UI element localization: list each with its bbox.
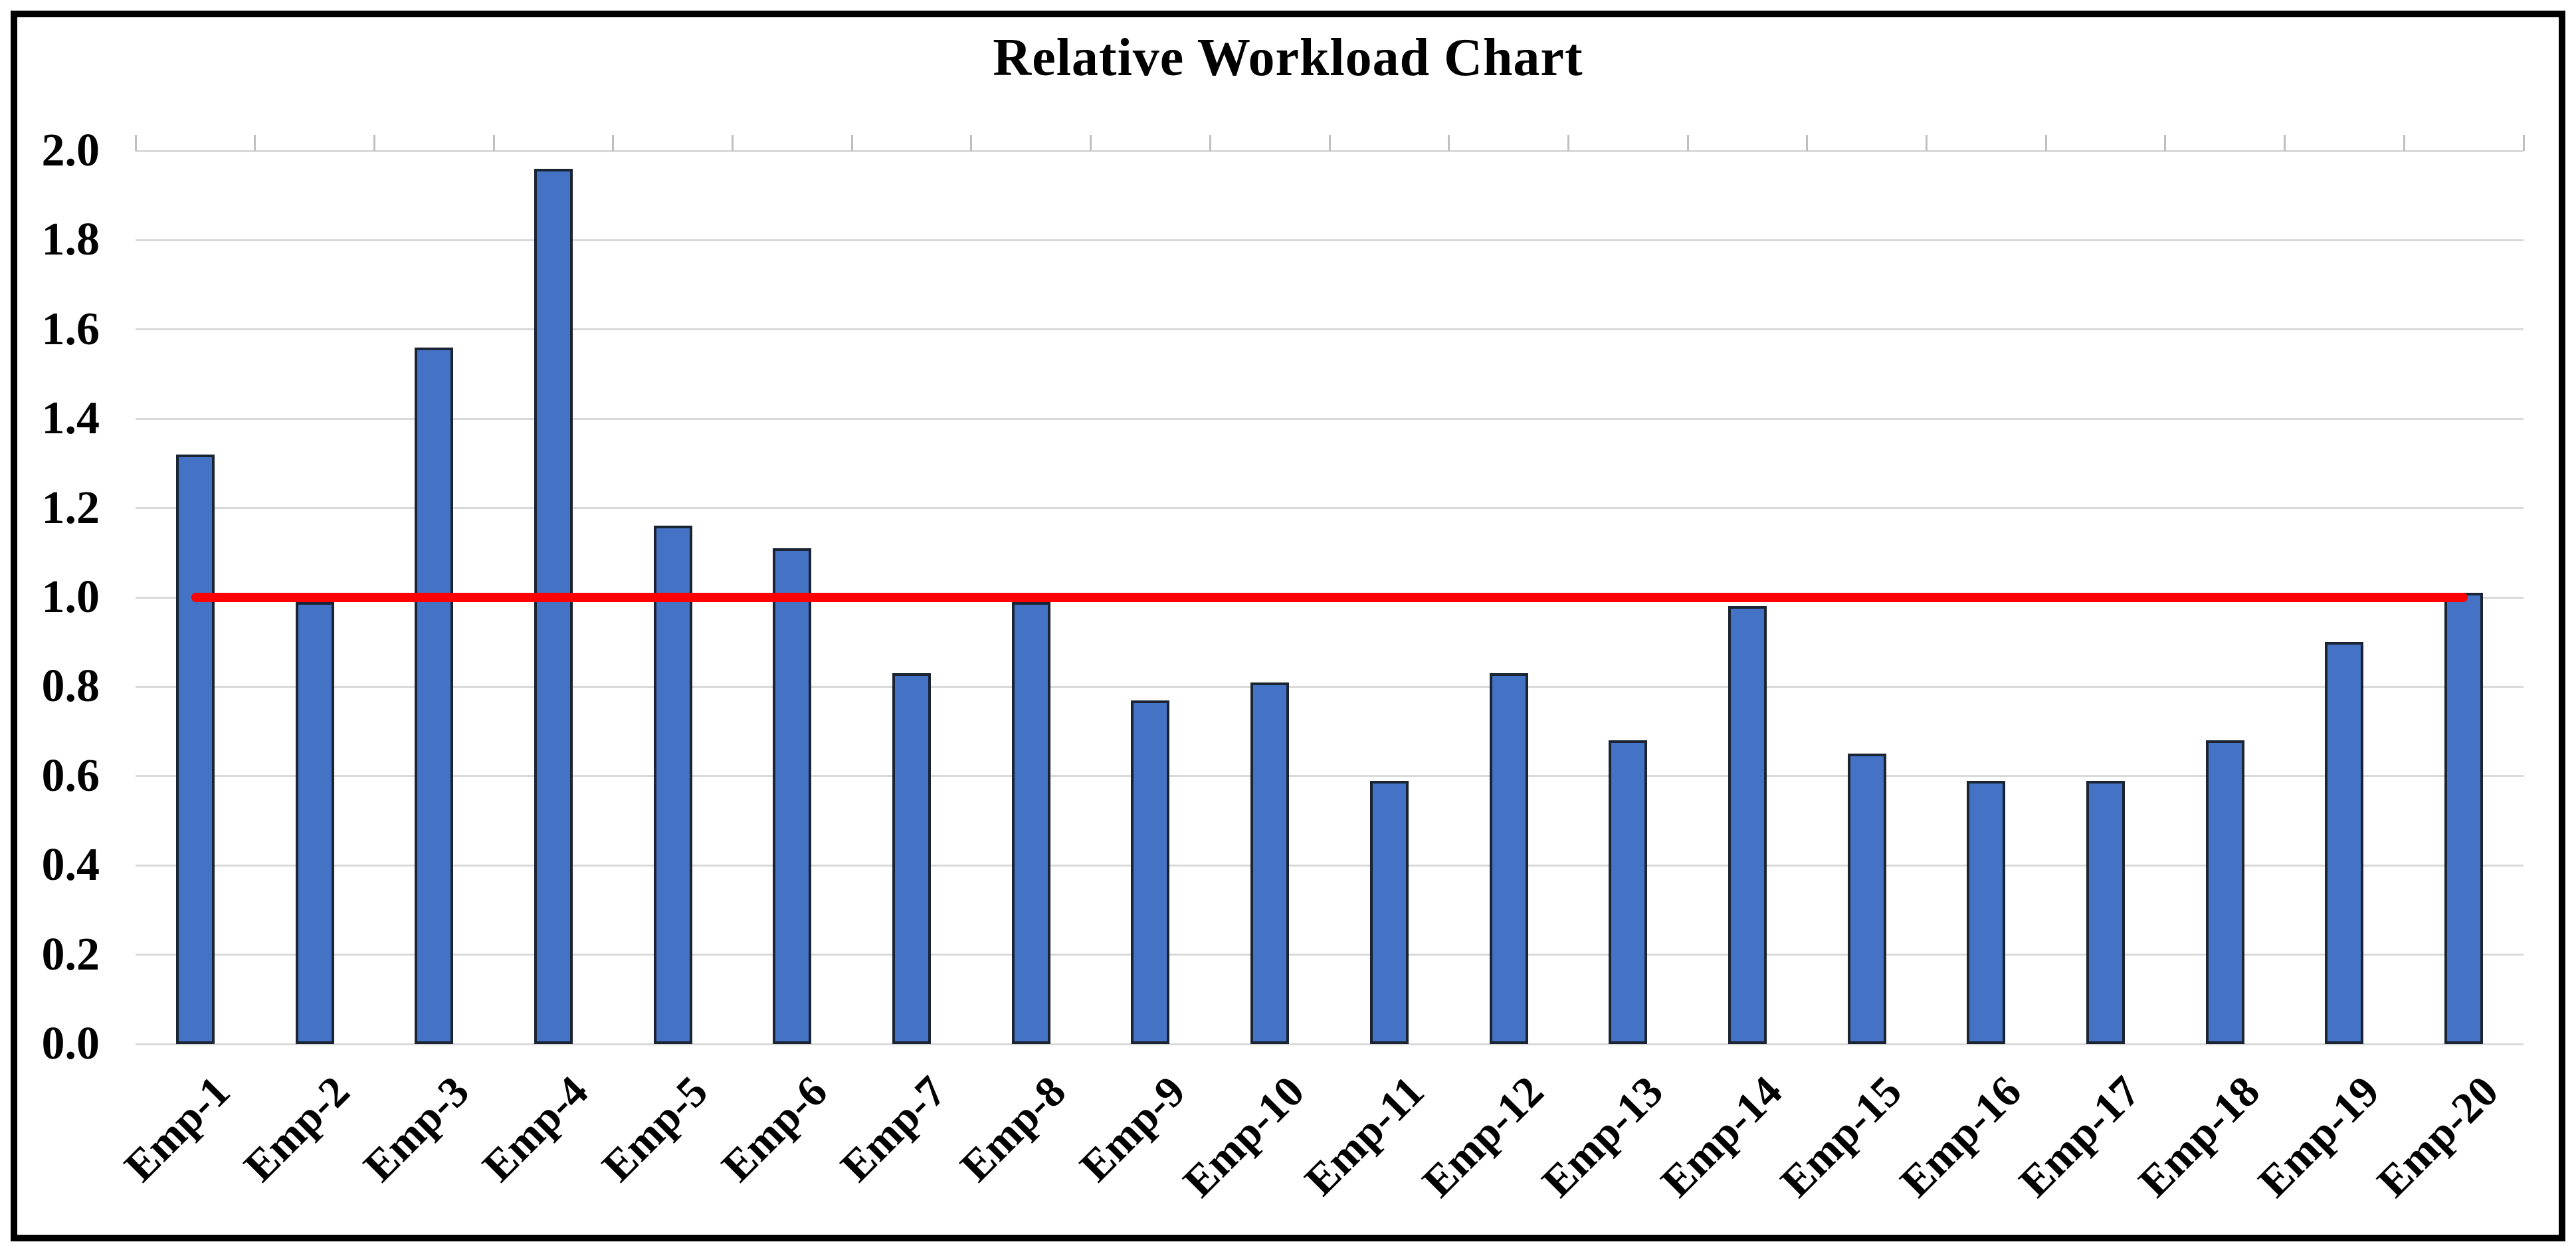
y-axis-label-0.8: 0.8 <box>41 661 100 712</box>
gridline-0.0 <box>136 1043 2524 1045</box>
y-axis-label-1.6: 1.6 <box>41 303 100 355</box>
y-axis-label-2.0: 2.0 <box>41 125 100 176</box>
top-axis-tick <box>2403 135 2405 151</box>
bar-emp-17 <box>2086 780 2126 1044</box>
bar-emp-11 <box>1369 780 1409 1044</box>
top-axis-tick <box>1567 135 1569 151</box>
bar-emp-8 <box>1011 601 1050 1044</box>
y-axis-label-0.2: 0.2 <box>41 928 100 980</box>
bar-emp-15 <box>1847 754 1886 1044</box>
y-axis-label-0.0: 0.0 <box>41 1018 100 1069</box>
top-axis-tick <box>2164 135 2167 151</box>
chart-border-frame <box>11 11 2565 1241</box>
y-axis-label-1.0: 1.0 <box>41 572 100 623</box>
bar-emp-4 <box>534 168 573 1044</box>
gridline-0.2 <box>136 954 2524 956</box>
bar-emp-18 <box>2205 740 2244 1044</box>
bar-emp-16 <box>1967 780 2006 1044</box>
bar-emp-13 <box>1609 740 1648 1044</box>
bar-emp-14 <box>1728 606 1767 1044</box>
top-axis-tick <box>373 135 375 151</box>
top-axis-tick <box>2522 135 2525 151</box>
y-axis-label-1.8: 1.8 <box>41 214 100 266</box>
bar-emp-19 <box>2325 642 2364 1044</box>
top-axis-tick <box>1806 135 1809 151</box>
top-axis-tick <box>134 135 137 151</box>
bar-emp-2 <box>295 601 334 1044</box>
gridline-2.0 <box>136 150 2524 152</box>
top-axis-tick <box>732 135 734 151</box>
chart-title: Relative Workload Chart <box>993 29 1583 87</box>
top-axis-tick <box>254 135 256 151</box>
top-axis-tick <box>1448 135 1450 151</box>
gridline-0.4 <box>136 864 2524 867</box>
top-axis-tick <box>1926 135 1928 151</box>
gridline-0.8 <box>136 685 2524 688</box>
reference-line <box>191 593 2468 602</box>
bar-emp-20 <box>2444 593 2484 1044</box>
gridline-1.6 <box>136 328 2524 331</box>
y-axis-label-0.6: 0.6 <box>41 750 100 801</box>
top-axis-tick <box>1328 135 1331 151</box>
top-axis-tick <box>2044 135 2047 151</box>
gridline-0.6 <box>136 775 2524 778</box>
top-axis-tick <box>1209 135 1211 151</box>
y-axis-label-0.4: 0.4 <box>41 839 100 891</box>
bar-emp-6 <box>773 548 812 1044</box>
gridline-1.4 <box>136 417 2524 420</box>
y-axis-label-1.4: 1.4 <box>41 393 100 445</box>
top-axis-tick <box>612 135 615 151</box>
top-axis-tick <box>492 135 495 151</box>
bar-emp-10 <box>1250 682 1290 1044</box>
bar-emp-3 <box>415 347 454 1044</box>
top-axis-tick <box>2284 135 2286 151</box>
gridline-1.8 <box>136 239 2524 241</box>
top-axis-tick <box>1090 135 1092 151</box>
bar-emp-9 <box>1131 700 1170 1044</box>
bar-emp-7 <box>892 673 932 1044</box>
bar-emp-1 <box>175 454 215 1044</box>
y-axis-label-1.2: 1.2 <box>41 482 100 534</box>
bar-emp-12 <box>1489 673 1528 1044</box>
top-axis-tick <box>1686 135 1689 151</box>
top-axis-tick <box>970 135 973 151</box>
top-axis-tick <box>850 135 853 151</box>
bar-emp-5 <box>653 526 692 1044</box>
gridline-1.2 <box>136 507 2524 510</box>
